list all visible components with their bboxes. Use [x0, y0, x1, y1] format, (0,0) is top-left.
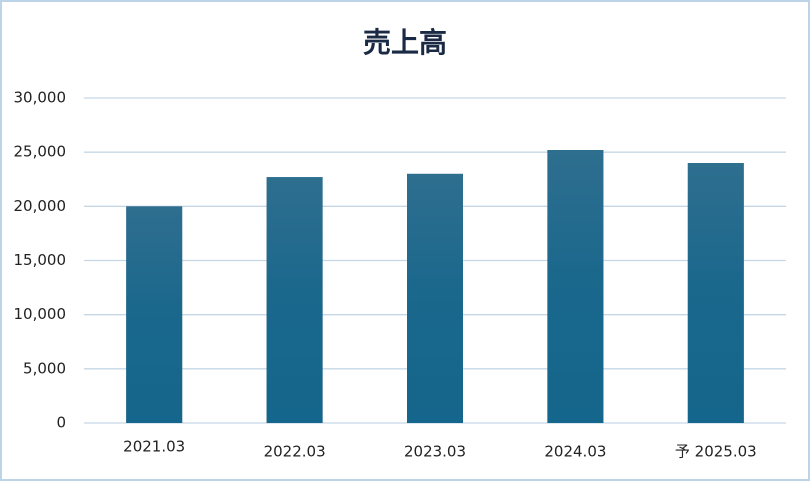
x-tick-label: 2021.03: [123, 438, 185, 456]
bar: [407, 173, 463, 423]
y-tick-label: 30,000: [14, 89, 67, 107]
y-tick-label: 15,000: [14, 251, 67, 269]
bar: [126, 206, 183, 423]
y-tick-label: 5,000: [23, 359, 66, 377]
y-tick-label: 25,000: [14, 143, 67, 161]
bar: [687, 163, 744, 423]
x-tick-label: 2024.03: [544, 443, 606, 461]
bar: [547, 150, 604, 423]
x-tick-label: 予 2025.03: [675, 443, 757, 461]
y-tick-label: 0: [56, 414, 66, 432]
bar: [266, 177, 323, 423]
x-tick-label: 2022.03: [264, 443, 326, 461]
chart-title: 売上高: [363, 26, 447, 59]
y-tick-label: 20,000: [14, 197, 67, 215]
y-tick-label: 10,000: [14, 305, 67, 323]
x-tick-label: 2023.03: [404, 443, 466, 461]
